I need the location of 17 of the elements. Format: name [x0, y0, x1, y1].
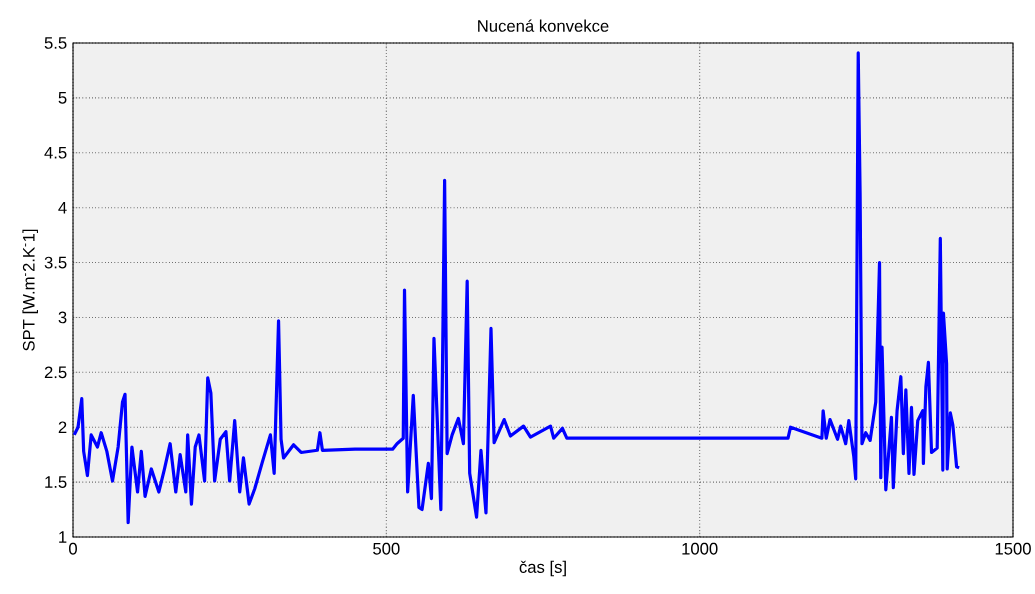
x-tick-label: 1000	[682, 542, 718, 555]
chart-title: Nucená konvekce	[478, 19, 609, 32]
y-tick-label: 2.5	[44, 366, 67, 379]
y-tick-label: 2	[58, 421, 67, 434]
y-tick-label: 1	[59, 531, 67, 543]
y-tick-label: 1.5	[45, 476, 67, 488]
x-tick-label: 500	[373, 542, 400, 555]
y-tick-label: 3.5	[44, 256, 67, 269]
y-tick-label: 3	[58, 311, 67, 324]
y-tick-label: 4.5	[44, 146, 67, 159]
y-tick-label: 5	[58, 92, 67, 104]
x-tick-label: 1500	[995, 542, 1031, 555]
y-tick-label: 4	[58, 201, 67, 214]
y-axis-title: SPT [W.m$^{-}$2.K$^{-}$1]	[22, 229, 38, 351]
y-tick-label: 5.5	[44, 37, 67, 49]
x-axis-title: čas [s]	[519, 560, 566, 577]
x-tick-label: 0	[69, 542, 77, 555]
